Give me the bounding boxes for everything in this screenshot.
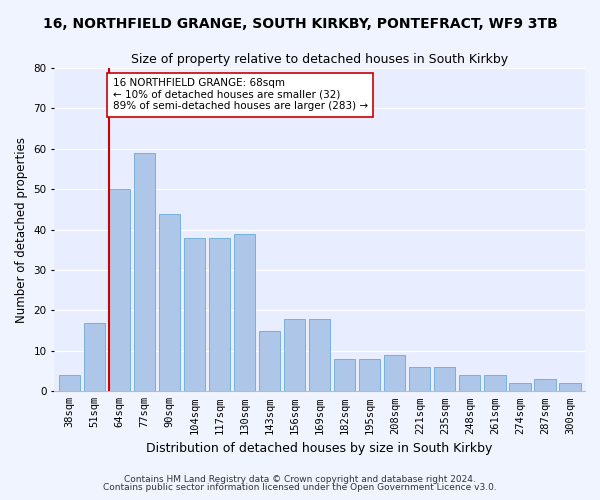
- Bar: [535, 379, 556, 392]
- Bar: [259, 330, 280, 392]
- Bar: [434, 367, 455, 392]
- Bar: [334, 359, 355, 392]
- Bar: [109, 190, 130, 392]
- Bar: [559, 383, 581, 392]
- Bar: [409, 367, 430, 392]
- Text: 16, NORTHFIELD GRANGE, SOUTH KIRKBY, PONTEFRACT, WF9 3TB: 16, NORTHFIELD GRANGE, SOUTH KIRKBY, PON…: [43, 18, 557, 32]
- X-axis label: Distribution of detached houses by size in South Kirkby: Distribution of detached houses by size …: [146, 442, 493, 455]
- Title: Size of property relative to detached houses in South Kirkby: Size of property relative to detached ho…: [131, 52, 508, 66]
- Bar: [59, 375, 80, 392]
- Bar: [359, 359, 380, 392]
- Bar: [234, 234, 255, 392]
- Bar: [484, 375, 506, 392]
- Bar: [184, 238, 205, 392]
- Bar: [459, 375, 481, 392]
- Bar: [284, 318, 305, 392]
- Bar: [509, 383, 530, 392]
- Text: Contains public sector information licensed under the Open Government Licence v3: Contains public sector information licen…: [103, 484, 497, 492]
- Text: Contains HM Land Registry data © Crown copyright and database right 2024.: Contains HM Land Registry data © Crown c…: [124, 475, 476, 484]
- Text: 16 NORTHFIELD GRANGE: 68sqm
← 10% of detached houses are smaller (32)
89% of sem: 16 NORTHFIELD GRANGE: 68sqm ← 10% of det…: [113, 78, 368, 112]
- Y-axis label: Number of detached properties: Number of detached properties: [15, 136, 28, 322]
- Bar: [384, 355, 406, 392]
- Bar: [134, 153, 155, 392]
- Bar: [84, 322, 105, 392]
- Bar: [309, 318, 330, 392]
- Bar: [159, 214, 180, 392]
- Bar: [209, 238, 230, 392]
